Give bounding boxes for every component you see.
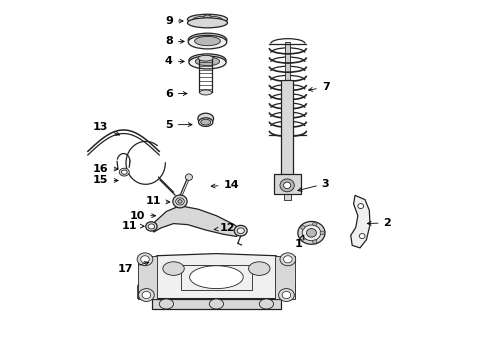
Ellipse shape <box>209 299 223 309</box>
Ellipse shape <box>148 224 155 229</box>
Ellipse shape <box>284 182 291 189</box>
Bar <box>273 174 301 194</box>
Ellipse shape <box>313 240 317 243</box>
Ellipse shape <box>320 231 324 235</box>
Ellipse shape <box>259 299 273 309</box>
Polygon shape <box>351 195 370 248</box>
Ellipse shape <box>178 200 182 203</box>
Ellipse shape <box>280 253 296 266</box>
Ellipse shape <box>301 237 305 240</box>
Ellipse shape <box>196 57 220 66</box>
Ellipse shape <box>137 253 153 266</box>
Ellipse shape <box>203 15 212 22</box>
Ellipse shape <box>188 14 227 24</box>
Ellipse shape <box>188 33 227 47</box>
Ellipse shape <box>119 168 129 176</box>
Bar <box>285 42 290 80</box>
Ellipse shape <box>280 179 294 192</box>
Ellipse shape <box>306 229 317 237</box>
Ellipse shape <box>176 198 184 205</box>
Ellipse shape <box>199 90 212 95</box>
Ellipse shape <box>173 195 187 208</box>
Text: 2: 2 <box>368 218 392 228</box>
Text: 13: 13 <box>93 122 120 135</box>
Ellipse shape <box>198 118 213 126</box>
Text: 15: 15 <box>93 175 118 185</box>
Ellipse shape <box>190 266 243 289</box>
Ellipse shape <box>189 54 226 67</box>
Text: 17: 17 <box>118 262 148 274</box>
Ellipse shape <box>139 289 154 301</box>
Ellipse shape <box>298 221 325 244</box>
Bar <box>275 256 295 298</box>
Ellipse shape <box>193 16 222 22</box>
Text: 11: 11 <box>122 221 144 231</box>
Text: 8: 8 <box>165 36 184 46</box>
Ellipse shape <box>141 256 149 263</box>
Text: 10: 10 <box>129 211 155 221</box>
Text: 3: 3 <box>298 179 329 192</box>
Text: 16: 16 <box>93 163 118 174</box>
Text: 4: 4 <box>165 57 184 66</box>
Ellipse shape <box>201 119 211 125</box>
Ellipse shape <box>279 289 294 301</box>
Bar <box>281 80 293 193</box>
Ellipse shape <box>284 256 292 263</box>
Ellipse shape <box>237 228 245 234</box>
Ellipse shape <box>248 262 270 275</box>
Ellipse shape <box>234 225 247 236</box>
Ellipse shape <box>198 55 213 61</box>
Text: 9: 9 <box>165 16 183 26</box>
Ellipse shape <box>359 234 365 239</box>
Ellipse shape <box>163 262 184 275</box>
Ellipse shape <box>146 222 157 231</box>
Text: 5: 5 <box>165 120 192 130</box>
Bar <box>284 193 291 201</box>
Ellipse shape <box>198 113 214 124</box>
Text: 11: 11 <box>145 197 170 206</box>
Text: 12: 12 <box>214 223 236 233</box>
Ellipse shape <box>122 170 127 174</box>
Ellipse shape <box>159 299 173 309</box>
Ellipse shape <box>302 225 321 241</box>
Ellipse shape <box>195 36 220 46</box>
Ellipse shape <box>188 18 227 28</box>
Ellipse shape <box>282 292 291 298</box>
Polygon shape <box>153 206 242 237</box>
Ellipse shape <box>188 35 227 49</box>
Ellipse shape <box>189 56 226 69</box>
Text: 1: 1 <box>295 235 304 249</box>
Ellipse shape <box>175 198 182 204</box>
Text: 7: 7 <box>309 82 330 92</box>
Ellipse shape <box>313 222 317 226</box>
Bar <box>138 256 157 298</box>
Text: 14: 14 <box>211 180 239 190</box>
Ellipse shape <box>142 292 151 298</box>
Polygon shape <box>138 253 295 298</box>
Bar <box>181 265 252 290</box>
Ellipse shape <box>358 203 364 208</box>
Bar <box>152 298 281 309</box>
Ellipse shape <box>301 226 305 229</box>
Ellipse shape <box>185 174 193 180</box>
Text: 6: 6 <box>165 89 187 99</box>
